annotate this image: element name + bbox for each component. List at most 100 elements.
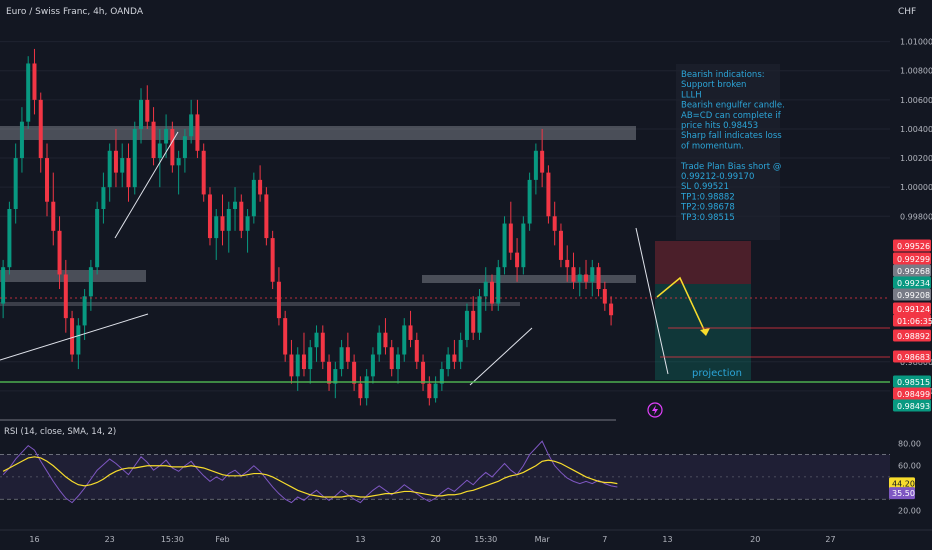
alert-icon[interactable] [647,402,663,418]
price-label-text: 0.98683 [897,353,930,362]
candle-body [276,281,281,319]
annotation-line: price hits 0.98453 [681,121,758,131]
candle-body [151,121,156,159]
support-zone-right [422,275,636,283]
rsi-label: RSI (14, close, SMA, 14, 2) [4,427,116,437]
annotation-line: LLLH [681,90,702,100]
candle-body [157,143,162,159]
candle-body [446,354,451,370]
annotation-line: TP1:0.98882 [680,192,735,202]
candle-body [270,238,275,282]
candle-body [502,223,507,268]
trend-lines [0,131,890,386]
candle-body [207,194,212,239]
candle-body [427,383,432,399]
candle-body [389,347,394,370]
candle-body [258,179,263,195]
candle-body [26,63,31,122]
candle-body [540,150,545,173]
price-label-text: 01:06:35 [897,317,932,326]
candle-body [452,354,457,362]
candle-body [571,267,576,282]
price-label-tag [893,276,931,289]
y-tick-label: 1.00400 [900,125,932,134]
rsi-current-value: 35.50 [892,489,915,498]
annotation-box [676,64,780,240]
rsi-sma-line [2,456,618,498]
candle-body [439,369,444,384]
annotation-line: Bearish engulfer candle. [681,101,785,111]
price-label-tag [893,387,931,400]
candle-body [590,267,595,282]
price-label-tag [893,302,931,315]
price-label-text: 0.99526 [897,242,930,251]
y-tick-label: 1.00600 [900,96,932,105]
candle-body [226,208,231,231]
candle-body [333,369,338,384]
rsi-current-tag [889,477,915,490]
candle-body [32,63,37,100]
candle-body [120,158,125,173]
x-tick-label: 16 [29,535,39,544]
candle-body [233,201,238,209]
rsi-tick-label: 60.00 [898,462,921,471]
candle-body [107,150,112,188]
x-tick-label: 7 [602,535,607,544]
annotation-line: Sharp fall indicates loss [681,131,782,141]
y-tick-label: 1.00200 [900,154,932,163]
price-label-tag [893,239,931,252]
drawing-zones [0,126,751,380]
x-tick-label: 20 [750,535,760,544]
candle-body [70,318,75,355]
time-axis: 16 23 15:30 Feb 13 20 15:30 Mar 7 13 20 27 [0,529,932,544]
candle-body [609,303,614,316]
x-tick-label: 15:30 [161,535,184,544]
candle-body [182,136,187,159]
candle-body [295,354,300,377]
candle-body [471,310,476,333]
price-label-tag [893,252,931,265]
candle-body [113,150,118,173]
candle-body [1,267,6,304]
stop-loss-zone [655,241,751,284]
candle-body [195,114,200,151]
candle-body [245,216,250,231]
candle-body [283,318,288,355]
candle-body [7,208,12,268]
candle-body [602,289,607,304]
candle-body [76,325,81,355]
candle-body [383,332,388,348]
candle-body [527,179,532,224]
candle-body [421,361,426,384]
candle-body [19,121,24,159]
trendline-lower-right [469,327,533,386]
candle-body [45,158,50,202]
price-label-text: 0.99208 [897,291,930,300]
price-label-text: 0.99124 [897,305,930,314]
price-label-text: 0.98499 [897,390,930,399]
annotation-line: 0.99212-0.99170 [681,172,754,182]
candle-body [477,296,482,333]
candle-body [370,354,375,377]
candle-body [201,150,206,195]
candle-body [251,179,256,217]
price-label-text: 0.99234 [897,279,930,288]
candle-body [552,216,557,231]
projection-arrowhead [700,328,710,336]
price-label-text: 0.98515 [897,378,930,387]
candle-body [433,383,438,399]
candle-body [402,325,407,355]
x-tick-label: 13 [355,535,365,544]
y-tick-label: 1.01000 [900,38,932,47]
annotation-line: Support broken [681,80,746,90]
candle-body [345,347,350,362]
price-label-tag [893,329,931,342]
candle-body [145,99,150,122]
candle-body [132,128,137,188]
candle-body [51,201,56,231]
candle-body [308,347,313,370]
candle-body [264,194,269,239]
price-candles [1,48,614,406]
